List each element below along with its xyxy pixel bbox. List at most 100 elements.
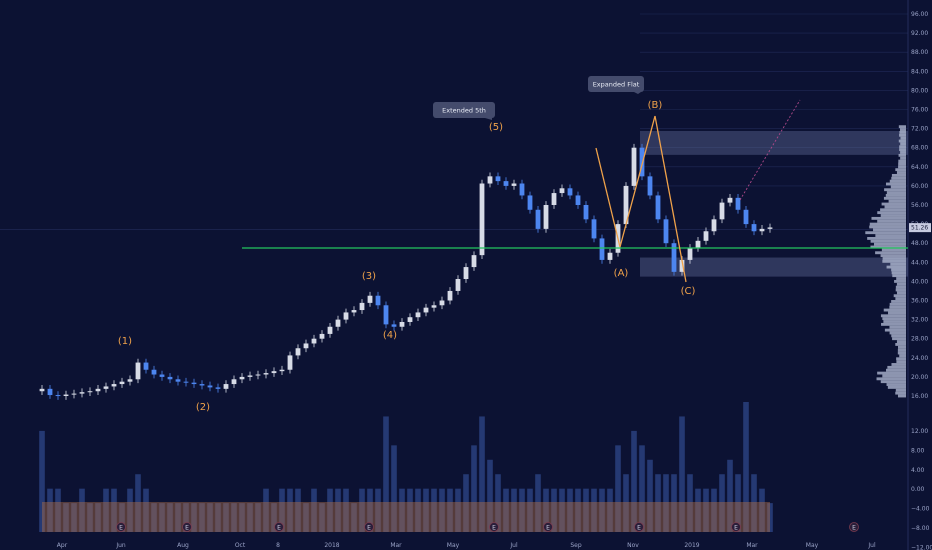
volume-bar [671, 474, 677, 532]
candle-body [167, 376, 173, 380]
time-tick: Mar [390, 542, 402, 549]
earnings-marker [182, 522, 192, 532]
volume-bar [191, 503, 197, 532]
candle-body [639, 147, 645, 177]
volume-bar [607, 488, 613, 532]
wave-label: (C) [681, 286, 696, 297]
candle-body [663, 219, 669, 244]
candle-body [199, 384, 205, 386]
candle-body [751, 224, 757, 232]
profile-bar [900, 151, 906, 154]
volume-bar [287, 488, 293, 532]
volume-bar [471, 445, 477, 532]
volume-bar [167, 503, 173, 532]
candle-body [599, 238, 605, 260]
profile-bar [886, 191, 906, 195]
profile-bar [896, 360, 906, 364]
price-tick: 48.00 [911, 240, 928, 247]
profile-bar [881, 248, 906, 252]
volume-bar [103, 488, 109, 532]
candle-body [343, 312, 349, 320]
profile-bar [899, 130, 906, 134]
profile-bar [900, 142, 906, 146]
profile-bar [865, 231, 906, 235]
earnings-label: E [546, 524, 550, 531]
wave-segment [654, 115, 687, 283]
profile-bar [880, 214, 906, 217]
volume-bar [263, 488, 269, 532]
earnings-label: E [277, 524, 281, 531]
candle-body [55, 395, 61, 397]
candle-body [495, 176, 501, 182]
profile-bar [890, 185, 906, 189]
profile-bar [883, 196, 906, 200]
volume-bar [311, 488, 317, 532]
profile-bar [869, 222, 906, 226]
volume-tick: 8.00 [911, 447, 925, 454]
candle-body [455, 279, 461, 291]
volume-tick: 12.00 [911, 428, 928, 435]
volume-profile [865, 125, 906, 398]
time-tick: Apr [57, 542, 68, 549]
profile-bar [877, 371, 906, 375]
profile-bar [893, 294, 906, 298]
candle-body [255, 374, 261, 376]
candle-body [359, 302, 365, 311]
volume-bar [383, 416, 389, 532]
profile-bar [882, 374, 906, 378]
zone-0 [640, 130, 908, 155]
profile-bar [881, 202, 906, 206]
profile-bar [883, 308, 906, 312]
volume-bar [143, 488, 149, 532]
volume-bar [631, 430, 637, 532]
price-tick: 20.00 [911, 374, 928, 381]
volume-bar [623, 474, 629, 532]
profile-bar [888, 311, 906, 315]
price-tick: 56.00 [911, 202, 928, 209]
profile-bar [880, 314, 906, 318]
profile-bar [870, 239, 906, 243]
volume-bar [703, 488, 709, 532]
volume-bar [415, 488, 421, 532]
candle-body [759, 228, 765, 232]
price-tick: 76.00 [911, 107, 928, 114]
time-tick: Mar [746, 542, 758, 549]
price-tick: 24.00 [911, 355, 928, 362]
candle-body [215, 387, 221, 389]
profile-bar [894, 279, 906, 283]
profile-bar [870, 245, 906, 249]
volume-bar [351, 503, 357, 532]
profile-bar [899, 128, 906, 131]
profile-bar [877, 219, 906, 223]
callout-text: Expanded Flat [593, 81, 640, 89]
profile-bar [885, 182, 906, 186]
candle-body [367, 295, 373, 303]
candle-body [567, 188, 573, 196]
profile-bar [877, 211, 906, 215]
profile-bar [896, 277, 906, 280]
wave-segment [595, 147, 621, 248]
volume-bar [759, 488, 765, 532]
candle-body [247, 375, 253, 377]
profile-bar [900, 136, 906, 140]
candle-body [143, 362, 149, 370]
candle-body [399, 321, 405, 327]
profile-bar [889, 331, 906, 335]
volume-bar [655, 474, 661, 532]
candle-body [71, 393, 77, 395]
profile-bar [875, 234, 906, 237]
time-tick: Sep [570, 542, 582, 549]
volume-bar [47, 488, 53, 532]
earnings-marker [543, 522, 553, 532]
profile-bar [873, 228, 906, 232]
volume-bar [159, 503, 165, 532]
volume-bar [487, 459, 493, 532]
volume-bar [135, 474, 141, 532]
volume-bar [567, 488, 573, 532]
candle-body [375, 295, 381, 306]
candle-body [471, 255, 477, 268]
profile-bar [884, 328, 906, 332]
time-tick: Aug [177, 542, 189, 549]
profile-bar [873, 242, 906, 246]
